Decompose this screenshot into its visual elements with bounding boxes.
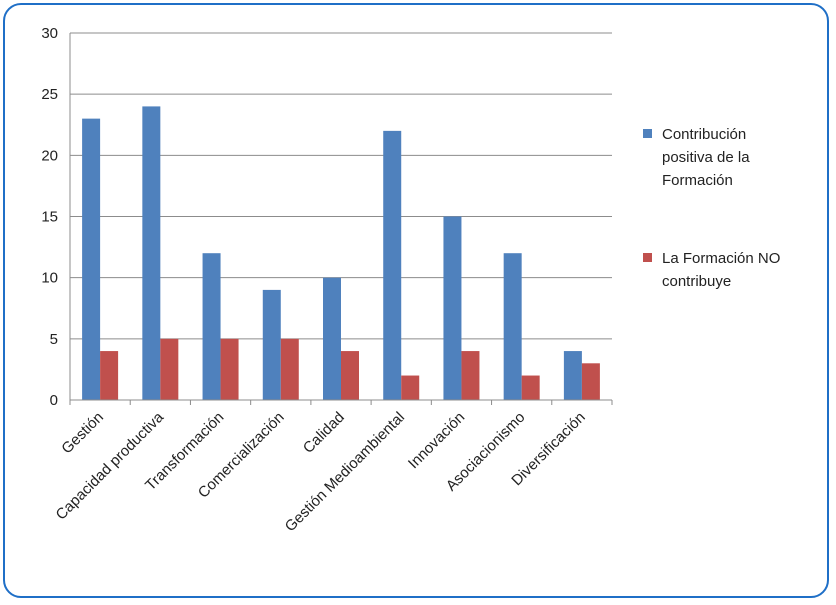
legend-label: La Formación NO [662,250,780,267]
bar [461,351,480,400]
legend-swatch [643,129,652,138]
bar [142,106,161,401]
x-category-label: Gestión Medioambiental [282,409,408,535]
legend-label: positiva de la [662,149,750,166]
bar [401,375,420,400]
bar [262,289,281,400]
y-tick-label: 20 [41,147,58,164]
bar [341,351,359,400]
bar [443,216,462,400]
legend: Contribución positiva de la Formación La Fo… [643,126,780,290]
y-tick-label: 25 [41,86,58,103]
bar [383,130,402,400]
bar [100,351,119,400]
y-tick-label: 15 [41,209,58,226]
y-tick-label: 10 [41,270,58,287]
chart-frame [3,3,829,598]
bar [202,253,221,400]
bar [323,277,341,400]
x-category-label: Calidad [300,409,348,457]
bar [503,253,522,400]
bar [581,363,600,400]
y-tick-label: 5 [50,331,58,348]
bar [82,118,101,400]
bars [82,106,600,401]
bar [220,338,239,400]
legend-label: contribuye [662,273,731,290]
x-category-label: Innovación [405,409,468,472]
legend-label: Contribución [662,126,746,143]
legend-label: Formación [662,172,733,189]
y-tick-label: 30 [41,25,58,42]
bar [280,338,299,400]
bar [563,351,582,400]
y-tick-label: 0 [50,392,58,409]
bar [160,338,179,400]
y-axis-tick-labels: 0 5 10 15 20 25 30 [41,25,58,409]
legend-swatch [643,253,652,262]
x-category-label: Gestión [58,409,107,458]
bar [521,375,540,400]
x-category-label: Capacidad productiva [53,408,168,523]
axes [69,33,613,405]
